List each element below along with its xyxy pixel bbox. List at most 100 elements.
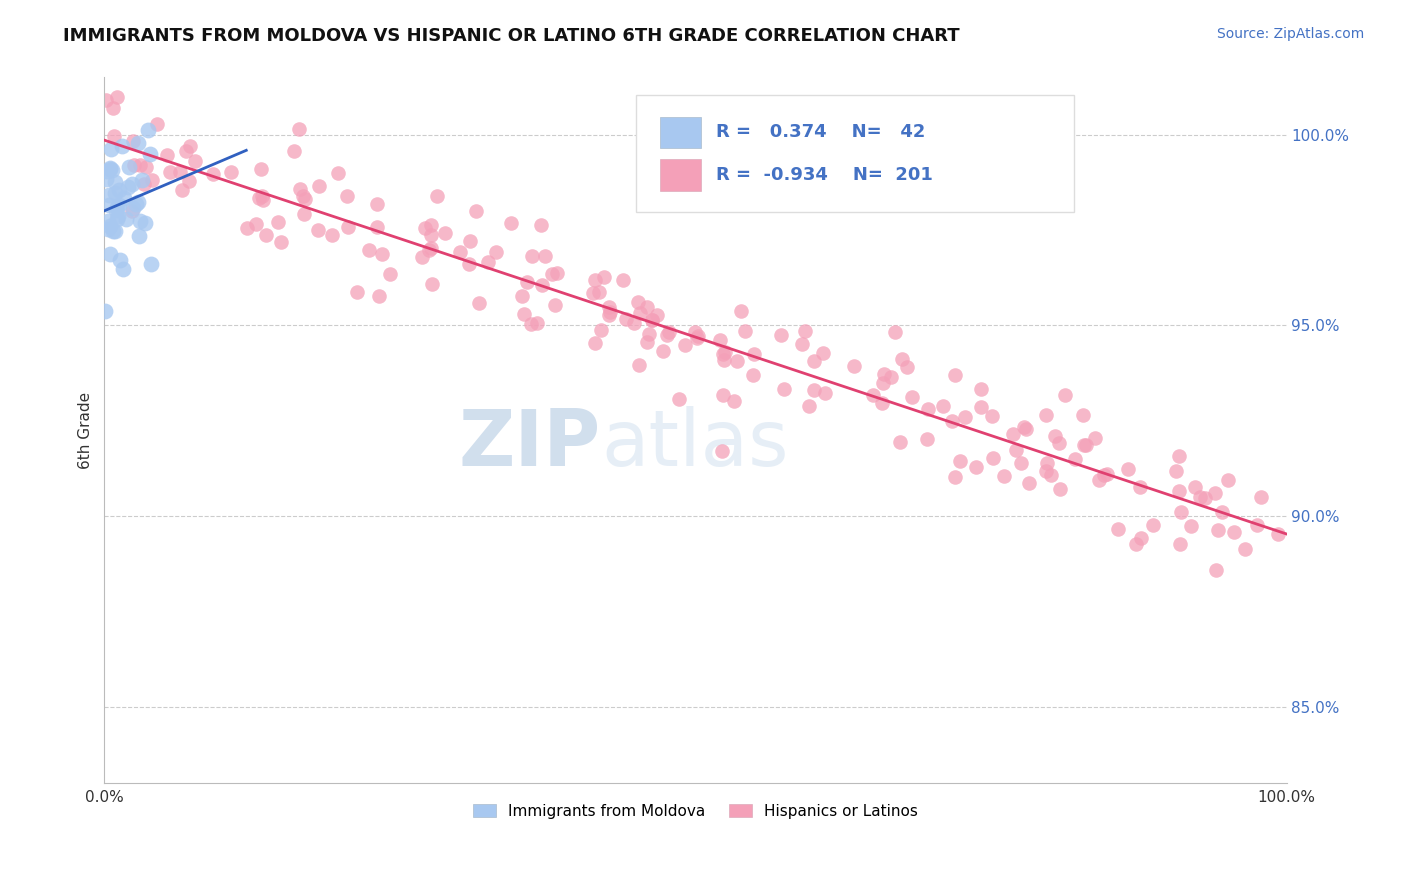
Point bbox=[599, 304, 621, 318]
Point bbox=[598, 300, 620, 314]
Point bbox=[105, 212, 128, 227]
Point bbox=[326, 166, 349, 180]
Point bbox=[1250, 491, 1272, 505]
Point bbox=[121, 203, 143, 218]
Point bbox=[359, 243, 381, 257]
Point bbox=[844, 359, 866, 374]
Point bbox=[1064, 451, 1087, 466]
Point bbox=[544, 298, 567, 312]
Point bbox=[128, 229, 150, 244]
Point bbox=[115, 211, 138, 226]
Point bbox=[97, 214, 120, 228]
Point bbox=[993, 468, 1015, 483]
Point bbox=[713, 352, 735, 367]
Point bbox=[627, 358, 650, 372]
Point bbox=[411, 250, 433, 264]
Point bbox=[1014, 419, 1036, 434]
Point bbox=[582, 286, 605, 301]
Y-axis label: 6th Grade: 6th Grade bbox=[79, 392, 93, 469]
Point bbox=[685, 325, 707, 339]
Text: R =  -0.934    N=  201: R = -0.934 N= 201 bbox=[716, 166, 932, 184]
Point bbox=[418, 243, 440, 257]
Point bbox=[770, 327, 793, 342]
Point bbox=[862, 387, 884, 401]
Point bbox=[540, 267, 562, 281]
Point bbox=[135, 160, 157, 174]
Point bbox=[1204, 485, 1226, 500]
Point bbox=[420, 218, 443, 232]
Point bbox=[177, 173, 200, 187]
Point bbox=[969, 382, 991, 396]
Point bbox=[270, 235, 292, 249]
Point bbox=[1005, 443, 1028, 458]
Point bbox=[98, 188, 121, 202]
Point bbox=[252, 194, 274, 208]
Point bbox=[134, 177, 156, 191]
FancyBboxPatch shape bbox=[637, 95, 1074, 211]
Point bbox=[121, 134, 143, 148]
Point bbox=[1073, 438, 1095, 452]
Point bbox=[520, 249, 543, 263]
Point bbox=[97, 221, 120, 235]
Point bbox=[118, 161, 141, 175]
Point bbox=[121, 177, 143, 191]
Point bbox=[686, 329, 709, 343]
Point bbox=[941, 414, 963, 428]
Point bbox=[980, 409, 1002, 423]
Point bbox=[368, 289, 391, 303]
Point bbox=[628, 306, 651, 320]
Point bbox=[250, 161, 273, 176]
Point bbox=[434, 226, 457, 240]
Point bbox=[419, 241, 441, 255]
Point bbox=[117, 179, 139, 194]
Point bbox=[96, 164, 118, 178]
Point bbox=[104, 224, 127, 238]
Point bbox=[673, 338, 696, 352]
Point bbox=[415, 221, 437, 235]
Point bbox=[546, 266, 568, 280]
Point bbox=[156, 148, 179, 162]
Point bbox=[1015, 422, 1038, 436]
Point bbox=[254, 228, 277, 243]
Point bbox=[655, 327, 678, 342]
Point bbox=[803, 354, 825, 368]
Point bbox=[725, 354, 748, 368]
Point bbox=[730, 304, 752, 318]
Point bbox=[169, 164, 191, 178]
Point bbox=[183, 154, 205, 169]
Point bbox=[891, 352, 914, 367]
Point bbox=[1234, 541, 1257, 556]
Point bbox=[485, 244, 508, 259]
Point bbox=[247, 191, 270, 205]
Point bbox=[138, 146, 160, 161]
Point bbox=[803, 383, 825, 397]
Point bbox=[371, 246, 394, 260]
Point bbox=[267, 215, 290, 229]
Point bbox=[1118, 462, 1140, 476]
Point bbox=[1088, 473, 1111, 487]
Point bbox=[122, 202, 145, 216]
Point bbox=[872, 376, 894, 391]
Point bbox=[588, 285, 610, 299]
Point bbox=[1049, 482, 1071, 496]
Point bbox=[932, 399, 955, 413]
Text: atlas: atlas bbox=[600, 407, 789, 483]
Point bbox=[108, 252, 131, 267]
Point bbox=[526, 316, 548, 330]
Point bbox=[105, 201, 128, 215]
Point bbox=[811, 345, 834, 359]
Point bbox=[1168, 450, 1191, 464]
Legend: Immigrants from Moldova, Hispanics or Latinos: Immigrants from Moldova, Hispanics or La… bbox=[467, 797, 924, 825]
Point bbox=[93, 303, 115, 318]
Point bbox=[773, 382, 796, 396]
Point bbox=[134, 216, 156, 230]
Point bbox=[686, 331, 709, 345]
Bar bbox=[659, 159, 702, 191]
Point bbox=[616, 311, 638, 326]
Point bbox=[103, 224, 125, 238]
Point bbox=[94, 172, 117, 186]
Point bbox=[1129, 531, 1152, 545]
Point bbox=[647, 308, 669, 322]
Point bbox=[792, 337, 814, 351]
Point bbox=[477, 254, 499, 268]
